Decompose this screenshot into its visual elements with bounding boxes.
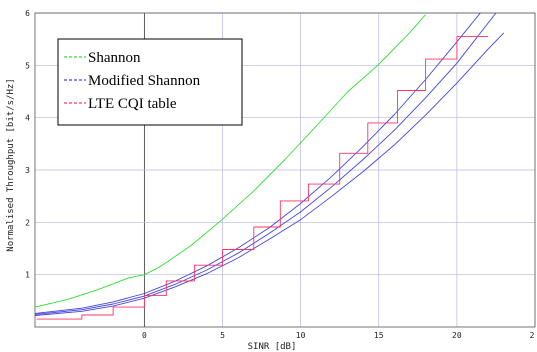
y-tick-label: 5 [25,61,30,70]
x-tick-label: 15 [374,331,384,340]
x-tick-label: 2 [530,331,535,340]
series-group [34,12,505,320]
y-tick-label: 2 [25,218,30,227]
x-tick-label: 5 [220,331,225,340]
y-axis-label: Normalised Throughput [bit/s/Hz] [6,78,16,251]
legend-label-lte-cqi: LTE CQI table [88,96,177,112]
x-tick-label: 0 [142,331,147,340]
series-line-lte-cqi-table [36,36,489,320]
x-tick-label: 10 [296,331,306,340]
x-axis-label: SINR [dB] [248,342,297,352]
x-tick-label: 20 [452,331,462,340]
tick-labels: 0 5 10 15 20 2 1 2 3 4 5 6 [25,9,534,340]
series-line-bound-3 [34,12,497,315]
legend-label-shannon: Shannon [88,50,141,66]
legend-box [57,38,243,126]
y-tick-label: 4 [25,114,30,123]
series-line-bound-2 [34,12,481,314]
legend: Shannon Modified Shannon LTE CQI table [57,38,243,126]
legend-item-lte-cqi: LTE CQI table [64,96,177,112]
series-line-shannon [34,14,426,308]
plot-frame [34,12,536,328]
legend-item-shannon: Shannon [64,50,141,66]
y-tick-label: 3 [25,166,30,175]
series-line-modified-shannon [34,32,505,316]
y-tick-label: 1 [25,271,30,280]
y-tick-label: 6 [25,9,30,18]
legend-label-modified-shannon: Modified Shannon [88,73,201,89]
legend-item-modified-shannon: Modified Shannon [64,73,201,89]
grid [35,12,536,327]
